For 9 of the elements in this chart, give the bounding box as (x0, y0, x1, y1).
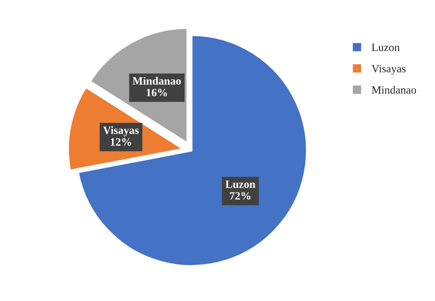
data-label: 12% (110, 138, 132, 146)
legend-label: Luzon (372, 44, 400, 52)
data-label: 16% (146, 88, 167, 96)
slice-label: Mindanao (132, 76, 181, 85)
data-label: 72% (230, 192, 250, 200)
legend-label: Visayas (372, 64, 406, 75)
slice-label: Visayas (103, 126, 139, 136)
slice-label: Luzon (225, 180, 256, 188)
legend-label: Mindanao (372, 86, 416, 94)
